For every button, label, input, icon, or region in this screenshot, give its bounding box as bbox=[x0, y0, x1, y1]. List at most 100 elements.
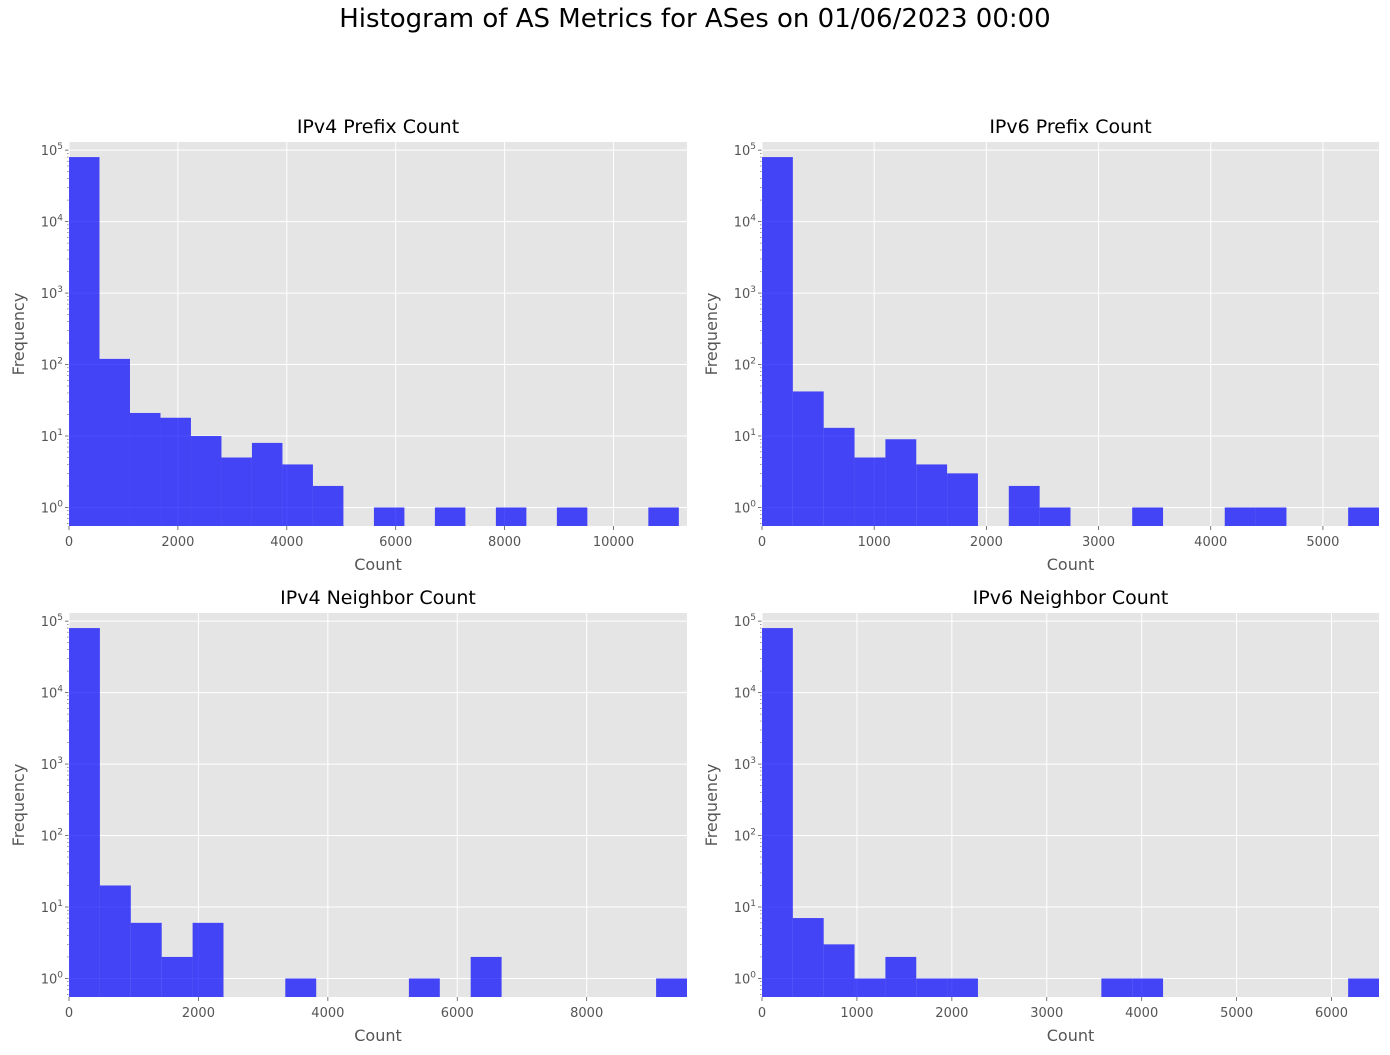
ipv6-prefix-bar bbox=[762, 157, 793, 526]
ipv6-prefix-ytick-label: 103 bbox=[734, 285, 756, 302]
ipv4-neighbor-xtick-label: 8000 bbox=[570, 1006, 603, 1021]
ipv4-prefix-bar bbox=[129, 412, 161, 526]
ipv4-prefix-bar bbox=[221, 457, 252, 526]
ipv4-prefix-xtick-label: 6000 bbox=[379, 535, 412, 550]
ipv6-prefix-bar bbox=[916, 464, 948, 526]
ipv4-prefix-xtick-label: 8000 bbox=[488, 535, 521, 550]
ipv6-prefix-xtick-label: 2000 bbox=[970, 535, 1003, 550]
ipv4-neighbor-bar bbox=[69, 628, 100, 997]
ipv6-prefix-bar bbox=[1224, 507, 1256, 526]
ipv6-prefix-bar bbox=[792, 391, 824, 526]
ipv4-prefix-ytick-label: 105 bbox=[41, 142, 63, 159]
ipv6-prefix-xtick-label: 3000 bbox=[1082, 535, 1115, 550]
ipv4-prefix-xlabel: Count bbox=[354, 555, 402, 574]
ipv4-neighbor-ytick-label: 102 bbox=[41, 828, 63, 845]
ipv4-prefix-bar bbox=[190, 435, 222, 526]
ipv6-prefix-ytick-label: 104 bbox=[734, 214, 757, 231]
ipv4-prefix-ylabel: Frequency bbox=[9, 293, 28, 376]
ipv6-neighbor-xtick-label: 6000 bbox=[1315, 1006, 1348, 1021]
ipv6-neighbor-bar bbox=[885, 956, 917, 997]
ipv6-prefix-bar bbox=[823, 427, 855, 526]
ipv6-neighbor-ytick-label: 100 bbox=[734, 970, 757, 987]
ipv6-neighbor-bar bbox=[762, 628, 793, 997]
ipv6-prefix-ytick-label: 102 bbox=[734, 357, 756, 374]
ipv6-neighbor-plot-area bbox=[762, 613, 1379, 997]
ipv6-neighbor-xlabel: Count bbox=[1047, 1026, 1095, 1045]
ipv4-prefix-bar bbox=[282, 464, 313, 526]
ipv6-prefix-bar bbox=[1039, 507, 1071, 526]
ipv6-neighbor-bar bbox=[823, 944, 855, 997]
ipv6-prefix-bar bbox=[1255, 507, 1287, 526]
ipv4-neighbor-ytick-label: 104 bbox=[41, 685, 64, 702]
ipv4-neighbor-xlabel: Count bbox=[354, 1026, 402, 1045]
ipv6-prefix-bar bbox=[947, 473, 978, 526]
ipv4-neighbor-plot-area bbox=[69, 613, 687, 997]
ipv6-prefix-bar bbox=[885, 439, 917, 526]
ipv4-prefix-bar bbox=[648, 507, 679, 526]
ipv6-prefix-bar bbox=[1132, 507, 1164, 526]
ipv4-prefix-xtick-label: 10000 bbox=[593, 535, 634, 550]
ipv6-neighbor-xtick-label: 5000 bbox=[1220, 1006, 1253, 1021]
ipv4-prefix-panel: 100 101 102 103 104 105 0 2000 4000 6000 8000 10000… bbox=[9, 116, 687, 574]
ipv4-prefix-bar bbox=[312, 485, 344, 526]
ipv4-neighbor-ylabel: Frequency bbox=[9, 764, 28, 847]
ipv6-neighbor-title: IPv6 Neighbor Count bbox=[973, 587, 1169, 609]
ipv6-prefix-xlabel: Count bbox=[1047, 555, 1095, 574]
ipv4-neighbor-ytick-label: 103 bbox=[41, 756, 63, 773]
ipv4-neighbor-xtick-label: 0 bbox=[65, 1006, 73, 1021]
ipv4-neighbor-bar bbox=[99, 885, 131, 997]
ipv6-neighbor-bar bbox=[792, 918, 824, 997]
ipv6-neighbor-ytick-label: 104 bbox=[734, 685, 757, 702]
ipv4-neighbor-bars bbox=[69, 628, 687, 997]
ipv6-neighbor-ytick-label: 103 bbox=[734, 756, 756, 773]
ipv6-neighbor-bar bbox=[854, 978, 886, 997]
ipv4-prefix-xtick-label: 0 bbox=[65, 535, 73, 550]
ipv6-prefix-xtick-label: 1000 bbox=[858, 535, 891, 550]
ipv6-prefix-bar bbox=[854, 457, 886, 526]
ipv4-prefix-bar bbox=[251, 442, 283, 526]
ipv4-neighbor-ytick-label: 100 bbox=[41, 970, 64, 987]
ipv4-neighbor-bar bbox=[285, 978, 317, 997]
ipv4-prefix-bar bbox=[99, 358, 130, 526]
ipv6-neighbor-bar bbox=[916, 978, 948, 997]
ipv4-prefix-bars bbox=[69, 157, 679, 526]
ipv6-neighbor-bar bbox=[1132, 978, 1164, 997]
ipv6-neighbor-bar bbox=[1348, 978, 1379, 997]
ipv4-prefix-ytick-label: 100 bbox=[41, 499, 64, 516]
ipv4-prefix-bar bbox=[160, 417, 191, 526]
ipv6-prefix-ytick-label: 100 bbox=[734, 499, 757, 516]
ipv6-neighbor-xtick-label: 2000 bbox=[935, 1006, 968, 1021]
ipv6-neighbor-xtick-label: 1000 bbox=[840, 1006, 873, 1021]
ipv6-prefix-xtick-label: 4000 bbox=[1194, 535, 1227, 550]
ipv6-neighbor-panel: 100 101 102 103 104 105 0 1000 2000 3000 4000 5000 6… bbox=[702, 587, 1379, 1045]
ipv4-neighbor-bar bbox=[161, 956, 193, 997]
ipv4-prefix-bar bbox=[495, 507, 527, 526]
ipv4-prefix-bar bbox=[69, 157, 100, 526]
ipv4-neighbor-bar bbox=[408, 978, 440, 997]
ipv6-prefix-ytick-label: 101 bbox=[734, 428, 756, 445]
ipv4-prefix-ytick-label: 101 bbox=[41, 428, 63, 445]
ipv6-prefix-ylabel: Frequency bbox=[702, 293, 721, 376]
ipv6-neighbor-ytick-label: 102 bbox=[734, 828, 756, 845]
ipv4-prefix-bar bbox=[373, 507, 405, 526]
ipv6-prefix-xtick-label: 0 bbox=[758, 535, 766, 550]
ipv4-prefix-ytick-label: 104 bbox=[41, 214, 64, 231]
ipv4-prefix-bar bbox=[556, 507, 588, 526]
ipv6-prefix-bar bbox=[1008, 485, 1040, 526]
ipv4-neighbor-bar bbox=[192, 922, 224, 997]
ipv4-prefix-bar bbox=[434, 507, 466, 526]
ipv4-prefix-xtick-label: 4000 bbox=[270, 535, 303, 550]
ipv6-neighbor-bars bbox=[762, 628, 1379, 997]
ipv4-neighbor-xtick-label: 2000 bbox=[182, 1006, 215, 1021]
ipv4-neighbor-ytick-label: 105 bbox=[41, 613, 63, 630]
ipv4-neighbor-bar bbox=[656, 978, 687, 997]
ipv6-neighbor-bar bbox=[947, 978, 978, 997]
ipv4-prefix-title: IPv4 Prefix Count bbox=[297, 116, 459, 138]
ipv6-prefix-bars bbox=[762, 157, 1379, 526]
ipv6-prefix-bar bbox=[1348, 507, 1379, 526]
ipv4-neighbor-title: IPv4 Neighbor Count bbox=[280, 587, 476, 609]
ipv4-prefix-xtick-label: 2000 bbox=[161, 535, 194, 550]
ipv6-prefix-title: IPv6 Prefix Count bbox=[989, 116, 1151, 138]
